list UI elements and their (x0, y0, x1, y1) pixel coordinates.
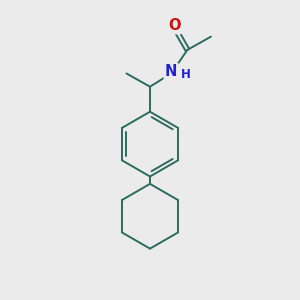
Text: O: O (168, 18, 180, 33)
Text: N: N (165, 64, 177, 80)
Text: H: H (180, 68, 190, 81)
